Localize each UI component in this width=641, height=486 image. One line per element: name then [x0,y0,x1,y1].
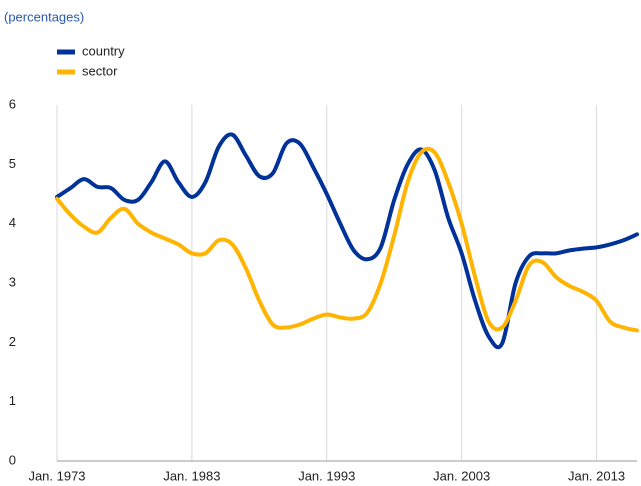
chart-subtitle: (percentages) [4,9,84,24]
y-tick-label: 4 [9,215,16,230]
x-tick-label: Jan. 2003 [433,468,490,483]
x-tick-label: Jan. 1973 [28,468,85,483]
y-tick-label: 6 [9,96,16,111]
x-tick-label: Jan. 1983 [163,468,220,483]
legend-label: sector [82,63,118,78]
y-tick-label: 5 [9,156,16,171]
line-series [55,146,639,333]
y-tick-label: 0 [9,452,16,467]
legend-label: country [82,43,125,58]
line-series [55,132,639,350]
x-tick-label: Jan. 2013 [568,468,625,483]
y-tick-label: 3 [9,274,16,289]
y-tick-label: 2 [9,334,16,349]
y-tick-label: 1 [9,393,16,408]
x-tick-label: Jan. 1993 [298,468,355,483]
